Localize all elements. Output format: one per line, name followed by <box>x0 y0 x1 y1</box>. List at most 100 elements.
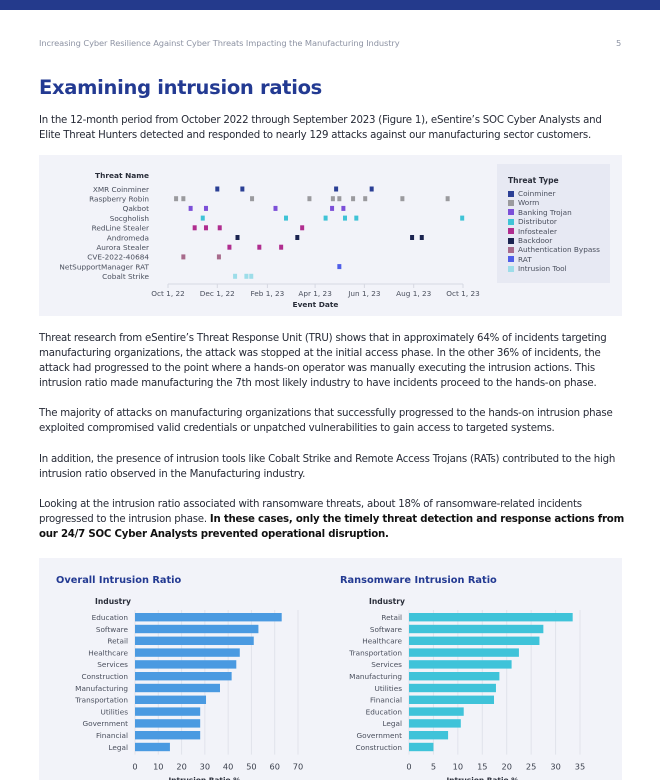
legend-item-backdoor: Backdoor <box>508 236 552 245</box>
x-tick-label: Feb 1, 23 <box>251 289 285 298</box>
ransomware-x-tick-label: 25 <box>526 762 536 772</box>
ransomware-category-label-services: Services <box>371 660 402 669</box>
overall-category-label-construction: Construction <box>82 672 128 681</box>
ransomware-x-tick-label: 35 <box>575 762 585 772</box>
overall-bar-retail <box>135 636 254 645</box>
threat-label-cobalt-strike: Cobalt Strike <box>102 272 149 281</box>
event-point-xmr-coinminer <box>215 186 220 192</box>
ransomware-category-label-transportation: Transportation <box>348 648 402 657</box>
event-point-xmr-coinminer <box>334 186 339 192</box>
legend-item-rat: RAT <box>508 255 532 264</box>
ransomware-category-label-legal: Legal <box>382 719 402 728</box>
ransomware-x-tick-label: 20 <box>502 762 512 772</box>
threat-label-aurora-stealer: Aurora Stealer <box>96 243 149 252</box>
overall-bar-financial <box>135 731 201 740</box>
overall-category-label-legal: Legal <box>108 743 128 752</box>
overall-x-tick-label: 20 <box>176 762 186 772</box>
overall-intrusion-title: Overall Intrusion Ratio <box>56 575 182 586</box>
ransomware-bar-healthcare <box>409 636 540 645</box>
ransomware-category-label-construction: Construction <box>356 743 402 752</box>
overall-category-label-financial: Financial <box>96 731 128 740</box>
x-tick-label: Dec 1, 22 <box>200 289 235 298</box>
ransomware-y-axis-title: Industry <box>369 597 405 606</box>
legend-swatch <box>508 199 514 206</box>
overall-bar-software <box>135 624 259 634</box>
event-point-andromeda <box>235 235 240 240</box>
event-point-raspberry-robin <box>337 196 342 202</box>
legend-label: Authentication Bypass <box>518 245 600 255</box>
event-point-socgholish <box>460 215 465 221</box>
overall-category-label-retail: Retail <box>107 637 128 646</box>
ransomware-x-tick-label: 5 <box>431 762 436 772</box>
overall-bar-education <box>135 613 282 622</box>
ransomware-x-tick-label: 30 <box>550 762 560 772</box>
event-point-aurora-stealer <box>227 244 232 250</box>
ransomware-bar-construction <box>409 742 434 752</box>
overall-category-label-software: Software <box>96 625 129 634</box>
event-point-xmr-coinminer <box>369 186 374 192</box>
legend-item-banking-trojan: Banking Trojan <box>508 208 572 217</box>
event-point-raspberry-robin <box>250 196 255 202</box>
overall-category-label-government: Government <box>82 719 128 728</box>
ransomware-x-tick-label: 10 <box>453 762 463 772</box>
ransomware-bar-government <box>409 731 449 740</box>
overall-bar-government <box>135 719 201 728</box>
event-point-cve-2022-40684 <box>216 254 221 260</box>
legend-item-intrusion-tool: Intrusion Tool <box>508 264 567 273</box>
ransomware-bar-education <box>409 707 464 716</box>
overall-category-label-services: Services <box>97 660 128 669</box>
event-point-qakbot <box>341 205 346 211</box>
paragraph-tru-research: Threat research from eSentire’s Threat R… <box>39 333 607 389</box>
legend-title: Threat Type <box>508 176 559 185</box>
event-point-andromeda <box>410 235 415 240</box>
legend-item-infostealer: Infostealer <box>508 227 557 236</box>
legend-swatch <box>508 265 514 272</box>
ransomware-bar-software <box>409 624 544 634</box>
paragraph-intrusion-tools: In addition, the presence of intrusion t… <box>39 454 616 480</box>
running-title: Increasing Cyber Resilience Against Cybe… <box>39 38 400 48</box>
event-point-raspberry-robin <box>174 196 179 202</box>
legend-label: RAT <box>518 254 532 264</box>
event-point-qakbot <box>273 205 278 211</box>
ransomware-bar-services <box>409 660 512 669</box>
legend-label: Intrusion Tool <box>518 264 567 274</box>
overall-x-tick-label: 30 <box>200 762 210 772</box>
ransomware-category-label-manufacturing: Manufacturing <box>349 672 402 681</box>
ransomware-category-label-government: Government <box>356 731 402 740</box>
ransomware-category-label-retail: Retail <box>381 613 402 622</box>
overall-category-label-healthcare: Healthcare <box>88 648 128 657</box>
event-point-cobalt-strike <box>244 273 249 279</box>
legend-label: Infostealer <box>518 226 557 236</box>
overall-y-axis-title: Industry <box>95 597 131 606</box>
ransomware-category-label-education: Education <box>366 707 402 716</box>
event-point-aurora-stealer <box>257 244 262 250</box>
ransomware-bar-utilities <box>409 683 496 693</box>
legend-item-coinminer: Coinminer <box>508 189 555 198</box>
overall-x-tick-label: 60 <box>270 762 280 772</box>
ransomware-x-axis-title: Intrusion Ratio % <box>446 776 519 780</box>
overall-bar-healthcare <box>135 648 240 657</box>
paragraph-ransomware: Looking at the intrusion ratio associate… <box>39 497 624 542</box>
event-point-cobalt-strike <box>233 273 238 279</box>
event-point-raspberry-robin <box>351 196 356 202</box>
ransomware-highlight: In these cases, only the timely threat d… <box>39 514 624 540</box>
event-point-socgholish <box>200 215 205 221</box>
ransomware-x-tick-label: 15 <box>477 762 487 772</box>
event-point-raspberry-robin <box>363 196 368 202</box>
ransomware-text: Looking at the intrusion ratio associate… <box>39 499 582 525</box>
legend-swatch <box>508 256 514 263</box>
ransomware-bar-legal <box>409 719 461 728</box>
ransomware-bar-manufacturing <box>409 672 500 681</box>
overall-bar-legal <box>135 742 170 752</box>
legend-label: Coinminer <box>518 189 556 198</box>
x-axis-title: Event Date <box>293 300 339 309</box>
ransomware-category-label-utilities: Utilities <box>375 684 403 693</box>
event-point-andromeda <box>419 235 424 240</box>
ransomware-category-label-healthcare: Healthcare <box>362 637 402 646</box>
legend-swatch <box>508 209 514 216</box>
threat-type-legend: Threat Type Coinminer Worm Banking Trojan D… <box>497 164 610 283</box>
event-point-socgholish <box>354 215 359 221</box>
event-point-raspberry-robin <box>445 196 450 202</box>
threat-label-andromeda: Andromeda <box>107 233 149 242</box>
